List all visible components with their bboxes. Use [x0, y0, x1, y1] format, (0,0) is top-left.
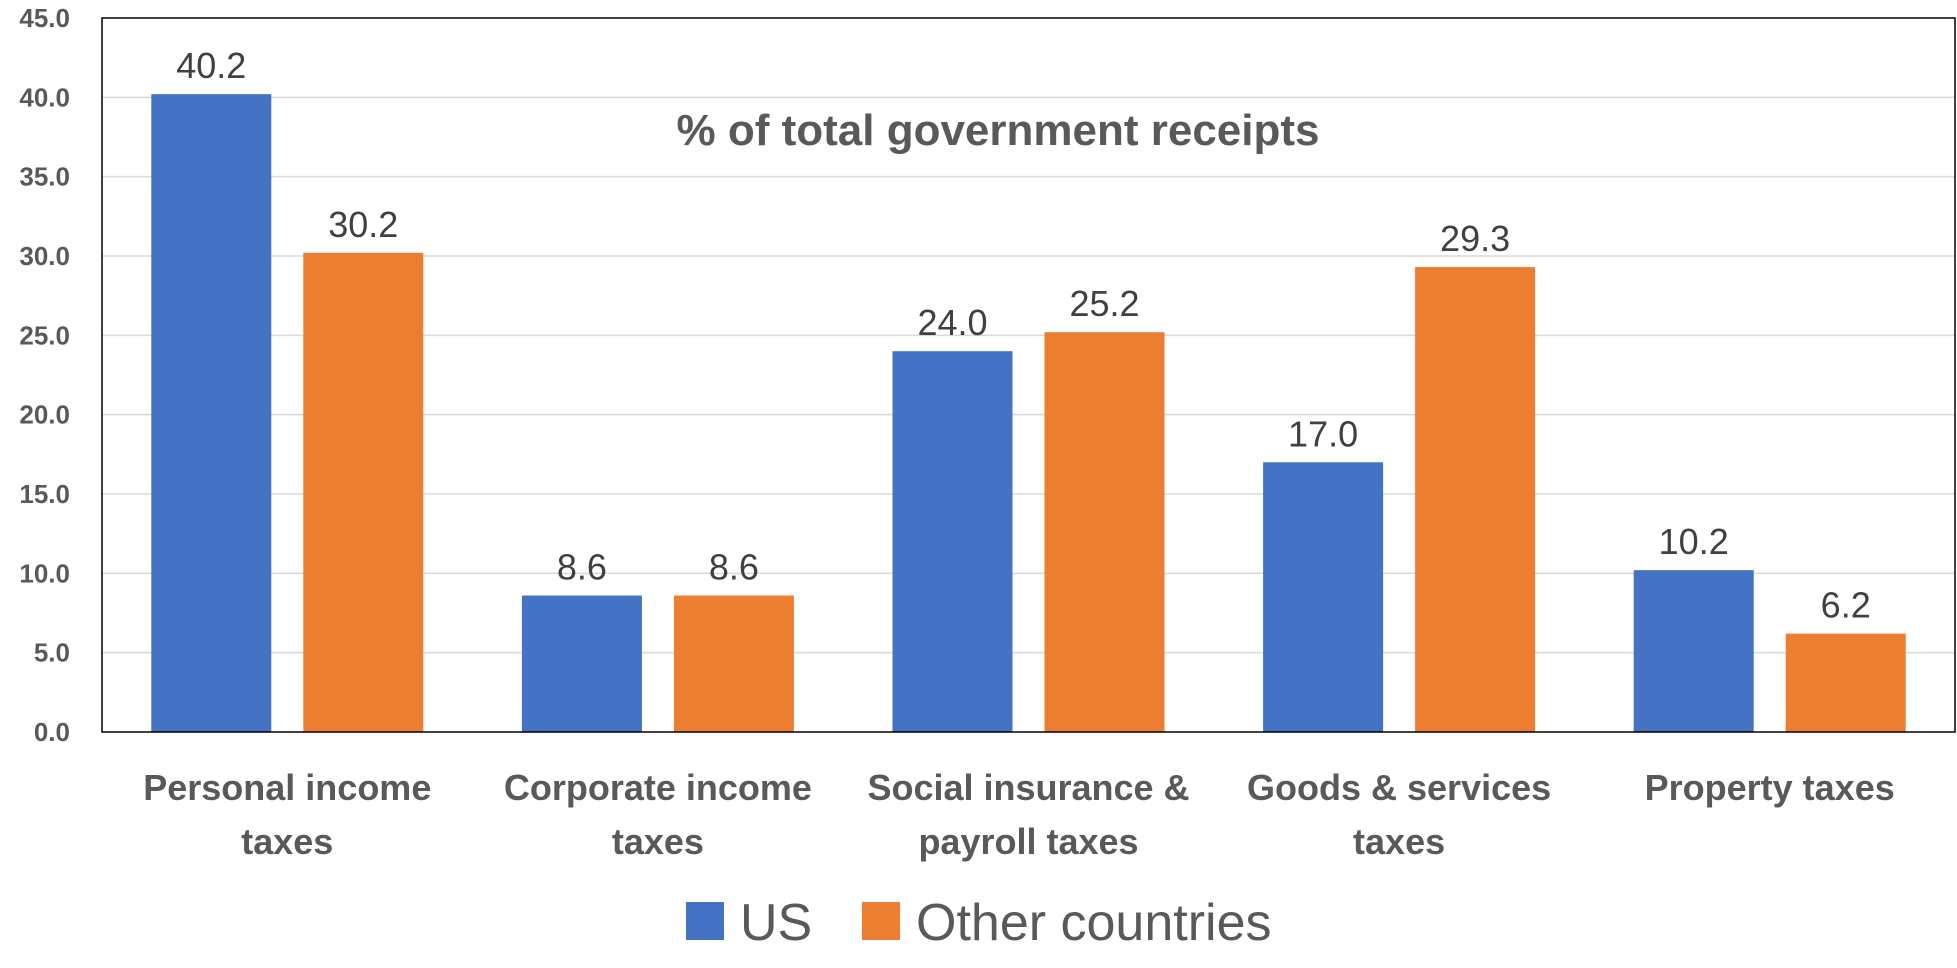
data-labels: 40.2 30.2 8.6 8.6 24.0 25.2 17.0 29.3 10.2 6.2 — [176, 45, 1870, 625]
x-category-label-line: Goods & services — [1247, 767, 1551, 808]
y-tick-label: 5.0 — [34, 638, 70, 668]
x-category-label-line: Property taxes — [1645, 767, 1895, 808]
bar — [892, 351, 1013, 732]
y-tick-label: 35.0 — [19, 162, 70, 192]
bar — [151, 94, 272, 732]
bar — [673, 595, 794, 732]
legend-swatch — [862, 902, 900, 940]
x-category-label: Social insurance & payroll taxes — [867, 767, 1189, 862]
legend-label: US — [740, 894, 812, 952]
y-tick-label: 0.0 — [34, 717, 70, 747]
data-label: 29.3 — [1440, 218, 1510, 259]
y-tick-label: 25.0 — [19, 320, 70, 350]
data-label: 24.0 — [917, 302, 987, 343]
x-category-label-line: taxes — [241, 821, 333, 862]
data-label: 25.2 — [1069, 283, 1139, 324]
y-tick-label: 10.0 — [19, 558, 70, 588]
bar — [1415, 267, 1536, 732]
chart-title: % of total government receipts — [676, 106, 1319, 155]
x-category-label: Property taxes — [1645, 767, 1895, 808]
x-category-label: Goods & services taxes — [1247, 767, 1551, 862]
axes: 0.0 5.0 10.0 15.0 20.0 25.0 30.0 35.0 40.0 45.0 Pe… — [19, 3, 1956, 862]
y-tick-label: 30.0 — [19, 241, 70, 271]
data-label: 17.0 — [1288, 413, 1358, 454]
x-category-label-line: taxes — [1353, 821, 1445, 862]
x-category-label-line: taxes — [612, 821, 704, 862]
legend: US Other countries — [686, 894, 1272, 952]
data-label: 8.6 — [709, 547, 759, 588]
x-category-label-line: Corporate income — [504, 767, 812, 808]
data-label: 6.2 — [1821, 585, 1871, 626]
x-category-label: Corporate income taxes — [504, 767, 812, 862]
x-category-label-line: Social insurance & — [867, 767, 1189, 808]
bar — [521, 595, 642, 732]
bar — [1044, 332, 1165, 732]
x-category-label: Personal income taxes — [143, 767, 431, 862]
bar — [1263, 462, 1384, 732]
legend-label: Other countries — [916, 894, 1272, 952]
data-label: 10.2 — [1659, 521, 1729, 562]
data-label: 8.6 — [557, 547, 607, 588]
x-category-label-line: payroll taxes — [918, 821, 1138, 862]
data-label: 30.2 — [328, 204, 398, 245]
bars — [151, 94, 1906, 732]
y-tick-label: 40.0 — [19, 82, 70, 112]
y-tick-label: 15.0 — [19, 479, 70, 509]
legend-swatch — [686, 902, 724, 940]
y-tick-label: 45.0 — [19, 3, 70, 33]
bar — [303, 252, 424, 732]
data-label: 40.2 — [176, 45, 246, 86]
y-tick-label: 20.0 — [19, 400, 70, 430]
x-category-label-line: Personal income — [143, 767, 431, 808]
bar — [1785, 633, 1906, 732]
plot-border — [101, 17, 1956, 733]
bar — [1633, 570, 1754, 732]
